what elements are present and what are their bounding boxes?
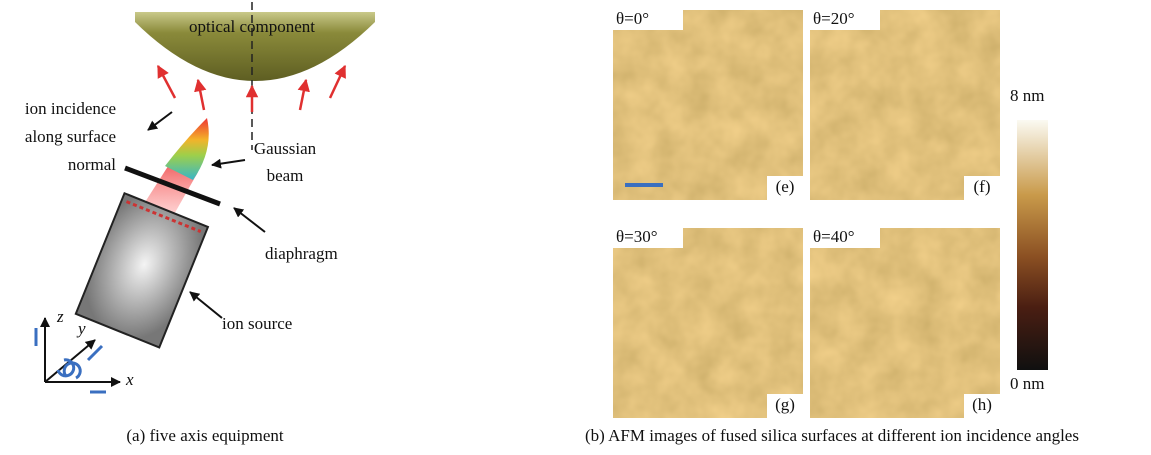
afm-image — [613, 10, 803, 200]
afm-image — [810, 228, 1000, 418]
colorbar-min: 0 nm — [1010, 374, 1044, 393]
image-tag: (g) — [775, 395, 795, 414]
label: Gaussian — [254, 139, 317, 158]
image-tag: (h) — [972, 395, 992, 414]
angle-label: θ=40° — [813, 227, 855, 246]
axis-label: z — [56, 307, 64, 326]
label: normal — [68, 155, 116, 174]
label: ion incidence — [25, 99, 116, 118]
axis-label: y — [76, 319, 86, 338]
label: diaphragm — [265, 244, 338, 263]
caption: (b) AFM images of fused silica surfaces … — [585, 426, 1079, 445]
label: beam — [267, 166, 304, 185]
image-tag: (e) — [776, 177, 795, 196]
angle-label: θ=20° — [813, 9, 855, 28]
label: ion source — [222, 314, 292, 333]
image-tag: (f) — [974, 177, 991, 196]
figure: optical component ion incidence along su… — [0, 0, 1151, 450]
angle-label: θ=0° — [616, 9, 649, 28]
axis-label: x — [125, 370, 134, 389]
label: optical component — [189, 17, 315, 36]
colorbar-max: 8 nm — [1010, 86, 1044, 105]
label: along surface — [25, 127, 116, 146]
ion-source — [76, 193, 208, 347]
colorbar — [1017, 120, 1048, 370]
caption: (a) five axis equipment — [126, 426, 283, 445]
afm-image — [810, 10, 1000, 200]
angle-label: θ=30° — [616, 227, 658, 246]
panel-b: 8 nm 0 nm (b) AFM images of fused silica… — [585, 9, 1079, 445]
afm-image — [613, 228, 803, 418]
panel-a: optical component ion incidence along su… — [25, 2, 375, 445]
